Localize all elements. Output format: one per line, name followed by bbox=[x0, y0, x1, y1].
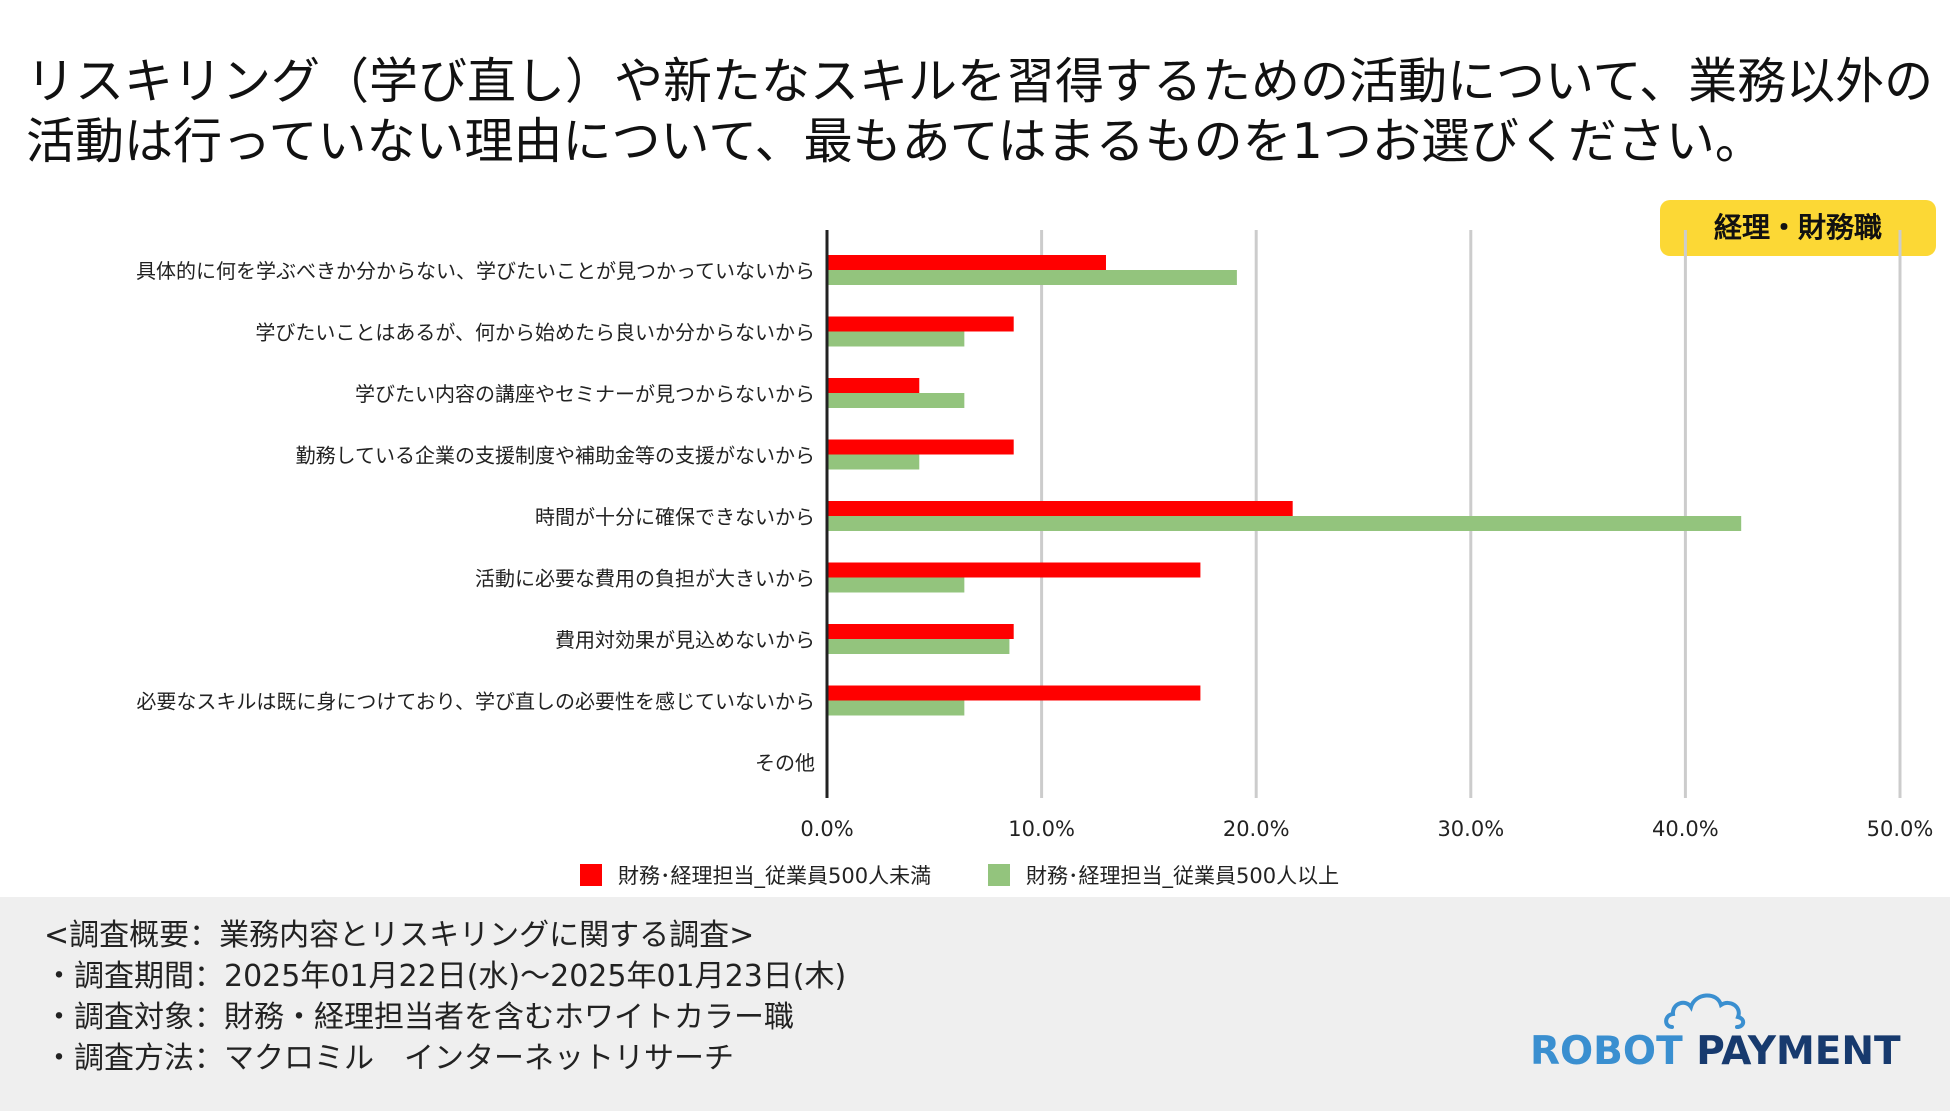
bar-series-1 bbox=[827, 378, 920, 393]
category-label: 必要なスキルは既に身につけており、学び直しの必要性を感じていないから bbox=[136, 690, 815, 714]
x-tick-label: 40.0% bbox=[1652, 817, 1719, 841]
bar-series-2 bbox=[827, 331, 965, 347]
bar-series-2 bbox=[827, 577, 965, 593]
logo-word-robot: ROBOT bbox=[1530, 1029, 1683, 1074]
bar-series-2 bbox=[827, 454, 920, 470]
survey-summary: <調査概要：業務内容とリスキリングに関する調査> ・調査期間：2025年01月2… bbox=[44, 915, 846, 1079]
legend-label-series-1: 財務･経理担当_従業員500人未満 bbox=[618, 864, 931, 889]
bar-series-1 bbox=[827, 624, 1014, 639]
bar-series-1 bbox=[827, 685, 1201, 701]
bar-series-1 bbox=[827, 316, 1014, 332]
bar-series-1 bbox=[827, 255, 1106, 270]
legend: 財務･経理担当_従業員500人未満 財務･経理担当_従業員500人以上 bbox=[580, 864, 1339, 889]
category-label: その他 bbox=[755, 751, 815, 775]
category-label: 勤務している企業の支援制度や補助金等の支援がないから bbox=[296, 444, 815, 468]
survey-line-target: ・調査対象：財務・経理担当者を含むホワイトカラー職 bbox=[44, 1000, 794, 1035]
logo-word-payment: PAYMENT bbox=[1682, 1029, 1901, 1074]
x-tick-label: 10.0% bbox=[1008, 817, 1075, 841]
bar-series-2 bbox=[827, 639, 1010, 654]
category-label: 学びたい内容の講座やセミナーが見つからないから bbox=[355, 382, 815, 406]
bar-series-1 bbox=[827, 439, 1014, 455]
category-label: 具体的に何を学ぶべきか分からない、学びたいことが見つかっていないから bbox=[136, 259, 815, 283]
bars-layer bbox=[827, 255, 1742, 716]
bar-series-2 bbox=[827, 516, 1742, 531]
category-label: 学びたいことはあるが、何から始めたら良いか分からないから bbox=[255, 321, 815, 345]
cloud-icon bbox=[1664, 993, 1746, 1029]
category-label: 時間が十分に確保できないから bbox=[535, 505, 815, 529]
page-title: リスキリング（学び直し）や新たなスキルを習得するための活動について、業務以外の活… bbox=[26, 53, 1934, 170]
bar-series-2 bbox=[827, 700, 965, 716]
bar-series-1 bbox=[827, 562, 1201, 578]
bar-chart: 具体的に何を学ぶべきか分からない、学びたいことが見つかっていないから学びたいこと… bbox=[136, 230, 1933, 889]
category-labels: 具体的に何を学ぶべきか分からない、学びたいことが見つかっていないから学びたいこと… bbox=[136, 259, 815, 775]
category-badge: 経理・財務職 bbox=[1660, 200, 1936, 256]
survey-footer: <調査概要：業務内容とリスキリングに関する調査> ・調査期間：2025年01月2… bbox=[0, 897, 1950, 1111]
bar-series-2 bbox=[827, 393, 965, 408]
x-axis-ticks: 0.0% 10.0% 20.0% 30.0% 40.0% 50.0% bbox=[800, 817, 1933, 841]
legend-label-series-2: 財務･経理担当_従業員500人以上 bbox=[1026, 864, 1339, 889]
robot-payment-logo: ROBOT PAYMENT bbox=[1530, 985, 1901, 1085]
category-label: 費用対効果が見込めないから bbox=[555, 628, 815, 652]
survey-line-title: <調査概要：業務内容とリスキリングに関する調査> bbox=[44, 918, 755, 953]
category-label: 活動に必要な費用の負担が大きいから bbox=[475, 567, 815, 591]
legend-swatch-series-2 bbox=[988, 864, 1010, 886]
logo-wordmark: ROBOT PAYMENT bbox=[1530, 1029, 1901, 1074]
survey-line-method: ・調査方法：マクロミル インターネットリサーチ bbox=[44, 1041, 734, 1076]
x-tick-label: 50.0% bbox=[1867, 817, 1934, 841]
x-tick-label: 20.0% bbox=[1223, 817, 1290, 841]
bar-series-1 bbox=[827, 501, 1293, 516]
x-tick-label: 0.0% bbox=[800, 817, 853, 841]
x-tick-label: 30.0% bbox=[1437, 817, 1504, 841]
survey-line-period: ・調査期間：2025年01月22日(水)〜2025年01月23日(木) bbox=[44, 959, 847, 994]
legend-swatch-series-1 bbox=[580, 864, 602, 886]
bar-series-2 bbox=[827, 270, 1237, 285]
